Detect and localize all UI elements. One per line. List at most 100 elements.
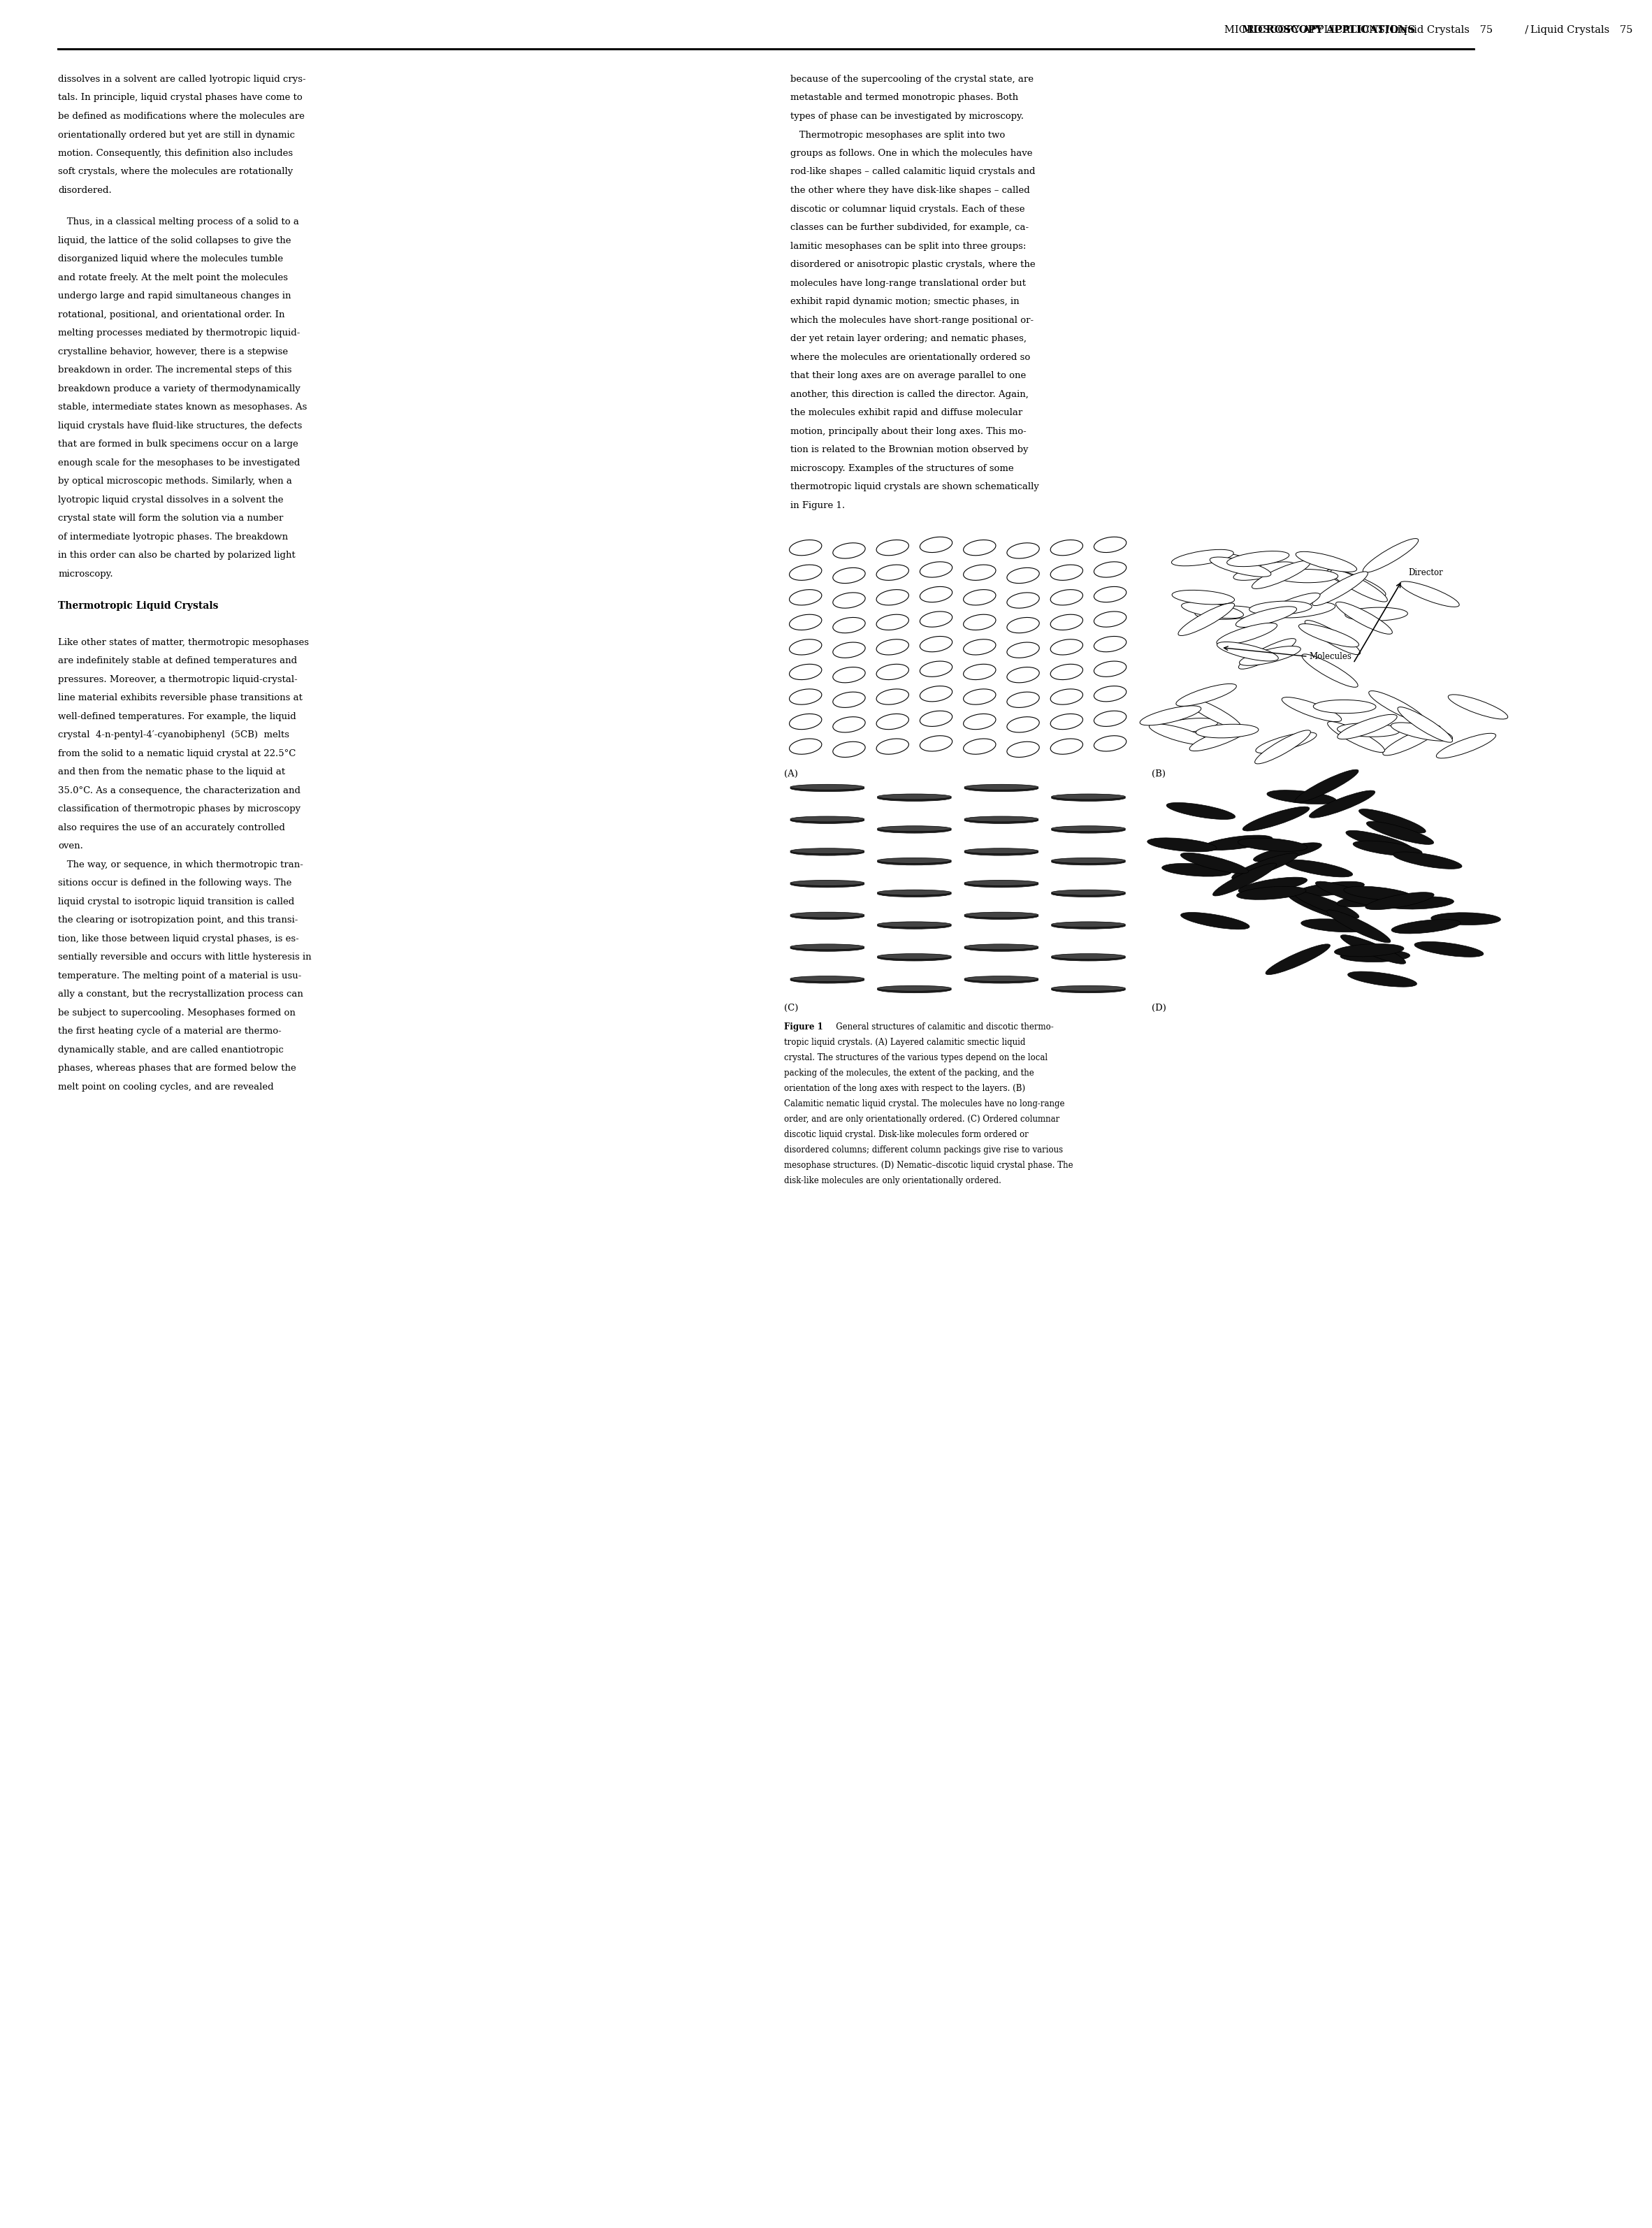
Ellipse shape xyxy=(1094,561,1127,577)
Ellipse shape xyxy=(1345,608,1408,622)
Text: that their long axes are on average parallel to one: that their long axes are on average para… xyxy=(790,372,1026,381)
Ellipse shape xyxy=(790,688,821,704)
Ellipse shape xyxy=(1327,909,1391,942)
Ellipse shape xyxy=(1284,860,1353,878)
Ellipse shape xyxy=(1295,769,1358,802)
Text: tals. In principle, liquid crystal phases have come to: tals. In principle, liquid crystal phase… xyxy=(58,94,302,102)
Ellipse shape xyxy=(1315,882,1383,907)
Ellipse shape xyxy=(1298,624,1360,646)
Text: in Figure 1.: in Figure 1. xyxy=(790,501,844,510)
Ellipse shape xyxy=(1008,666,1039,682)
Ellipse shape xyxy=(963,713,996,729)
Text: temperature. The melting point of a material is usu-: temperature. The melting point of a mate… xyxy=(58,971,302,980)
Ellipse shape xyxy=(833,617,866,633)
Text: groups as follows. One in which the molecules have: groups as follows. One in which the mole… xyxy=(790,149,1032,158)
Ellipse shape xyxy=(1051,922,1125,929)
Ellipse shape xyxy=(1391,920,1460,934)
Text: from the solid to a nematic liquid crystal at 22.5°C: from the solid to a nematic liquid cryst… xyxy=(58,749,296,758)
Ellipse shape xyxy=(1051,539,1082,555)
Text: motion, principally about their long axes. This mo-: motion, principally about their long axe… xyxy=(790,426,1026,437)
Ellipse shape xyxy=(833,544,866,559)
Text: the first heating cycle of a material are thermo-: the first heating cycle of a material ar… xyxy=(58,1027,282,1036)
Text: classes can be further subdivided, for example, ca-: classes can be further subdivided, for e… xyxy=(790,223,1029,232)
Ellipse shape xyxy=(1196,724,1259,737)
Ellipse shape xyxy=(790,818,864,824)
Ellipse shape xyxy=(1431,913,1500,925)
Text: orientationally ordered but yet are still in dynamic: orientationally ordered but yet are stil… xyxy=(58,131,296,140)
Ellipse shape xyxy=(877,954,952,960)
Ellipse shape xyxy=(963,639,996,655)
Ellipse shape xyxy=(790,539,821,555)
Ellipse shape xyxy=(965,945,1039,951)
Ellipse shape xyxy=(1051,795,1125,802)
Ellipse shape xyxy=(1094,711,1127,726)
Text: microscopy. Examples of the structures of some: microscopy. Examples of the structures o… xyxy=(790,463,1014,472)
Ellipse shape xyxy=(790,639,821,655)
Text: motion. Consequently, this definition also includes: motion. Consequently, this definition al… xyxy=(58,149,292,158)
Ellipse shape xyxy=(1094,586,1127,602)
Ellipse shape xyxy=(1239,639,1295,668)
Ellipse shape xyxy=(1340,949,1409,962)
Ellipse shape xyxy=(1383,726,1441,755)
Ellipse shape xyxy=(1363,539,1419,573)
Ellipse shape xyxy=(1265,945,1330,974)
Text: and rotate freely. At the melt point the molecules: and rotate freely. At the melt point the… xyxy=(58,274,287,283)
Text: Molecules: Molecules xyxy=(1310,653,1351,662)
Ellipse shape xyxy=(877,954,952,960)
Text: types of phase can be investigated by microscopy.: types of phase can be investigated by mi… xyxy=(790,111,1024,120)
Ellipse shape xyxy=(1094,610,1127,626)
Ellipse shape xyxy=(1256,733,1317,753)
Ellipse shape xyxy=(1008,617,1039,633)
Ellipse shape xyxy=(963,590,996,606)
Ellipse shape xyxy=(920,662,952,677)
Ellipse shape xyxy=(833,568,866,584)
Text: Calamitic nematic liquid crystal. The molecules have no long-range: Calamitic nematic liquid crystal. The mo… xyxy=(783,1098,1064,1107)
Ellipse shape xyxy=(1176,684,1236,706)
Ellipse shape xyxy=(876,664,909,680)
Ellipse shape xyxy=(1302,655,1358,686)
Text: microscopy.: microscopy. xyxy=(58,570,114,579)
Ellipse shape xyxy=(920,711,952,726)
Ellipse shape xyxy=(877,987,952,994)
Ellipse shape xyxy=(877,922,952,929)
Ellipse shape xyxy=(1161,864,1231,876)
Text: the other where they have disk-like shapes – called: the other where they have disk-like shap… xyxy=(790,185,1029,196)
Ellipse shape xyxy=(1227,550,1289,566)
Ellipse shape xyxy=(790,849,864,856)
Ellipse shape xyxy=(965,849,1039,853)
Text: undergo large and rapid simultaneous changes in: undergo large and rapid simultaneous cha… xyxy=(58,292,291,301)
Ellipse shape xyxy=(1008,717,1039,733)
Text: stable, intermediate states known as mesophases. As: stable, intermediate states known as mes… xyxy=(58,403,307,412)
Ellipse shape xyxy=(876,615,909,631)
Text: molecules have long-range translational order but: molecules have long-range translational … xyxy=(790,278,1026,287)
Ellipse shape xyxy=(1094,662,1127,677)
Text: enough scale for the mesophases to be investigated: enough scale for the mesophases to be in… xyxy=(58,459,301,468)
Text: tropic liquid crystals. (A) Layered calamitic smectic liquid: tropic liquid crystals. (A) Layered cala… xyxy=(783,1038,1026,1047)
Ellipse shape xyxy=(1370,691,1426,722)
Ellipse shape xyxy=(965,815,1039,822)
Ellipse shape xyxy=(1267,791,1336,804)
Ellipse shape xyxy=(1051,827,1125,833)
Text: where the molecules are orientationally ordered so: where the molecules are orientationally … xyxy=(790,352,1031,361)
Text: order, and are only orientationally ordered. (C) Ordered columnar: order, and are only orientationally orde… xyxy=(783,1114,1059,1123)
Ellipse shape xyxy=(833,666,866,682)
Ellipse shape xyxy=(965,818,1039,824)
Text: in this order can also be charted by polarized light: in this order can also be charted by pol… xyxy=(58,550,296,559)
Ellipse shape xyxy=(1051,827,1125,831)
Text: lyotropic liquid crystal dissolves in a solvent the: lyotropic liquid crystal dissolves in a … xyxy=(58,495,284,504)
Ellipse shape xyxy=(790,615,821,631)
Ellipse shape xyxy=(1203,836,1272,851)
Text: are indefinitely stable at defined temperatures and: are indefinitely stable at defined tempe… xyxy=(58,657,297,666)
Ellipse shape xyxy=(876,740,909,755)
Text: oven.: oven. xyxy=(58,842,83,851)
Text: which the molecules have short-range positional or-: which the molecules have short-range pos… xyxy=(790,316,1034,325)
Ellipse shape xyxy=(1249,602,1312,615)
Ellipse shape xyxy=(1051,564,1082,579)
Text: crystal state will form the solution via a number: crystal state will form the solution via… xyxy=(58,515,284,524)
Ellipse shape xyxy=(1051,954,1125,960)
Ellipse shape xyxy=(1294,891,1360,918)
Ellipse shape xyxy=(1414,942,1483,958)
Ellipse shape xyxy=(790,911,864,918)
Text: be subject to supercooling. Mesophases formed on: be subject to supercooling. Mesophases f… xyxy=(58,1009,296,1018)
Ellipse shape xyxy=(790,784,864,791)
